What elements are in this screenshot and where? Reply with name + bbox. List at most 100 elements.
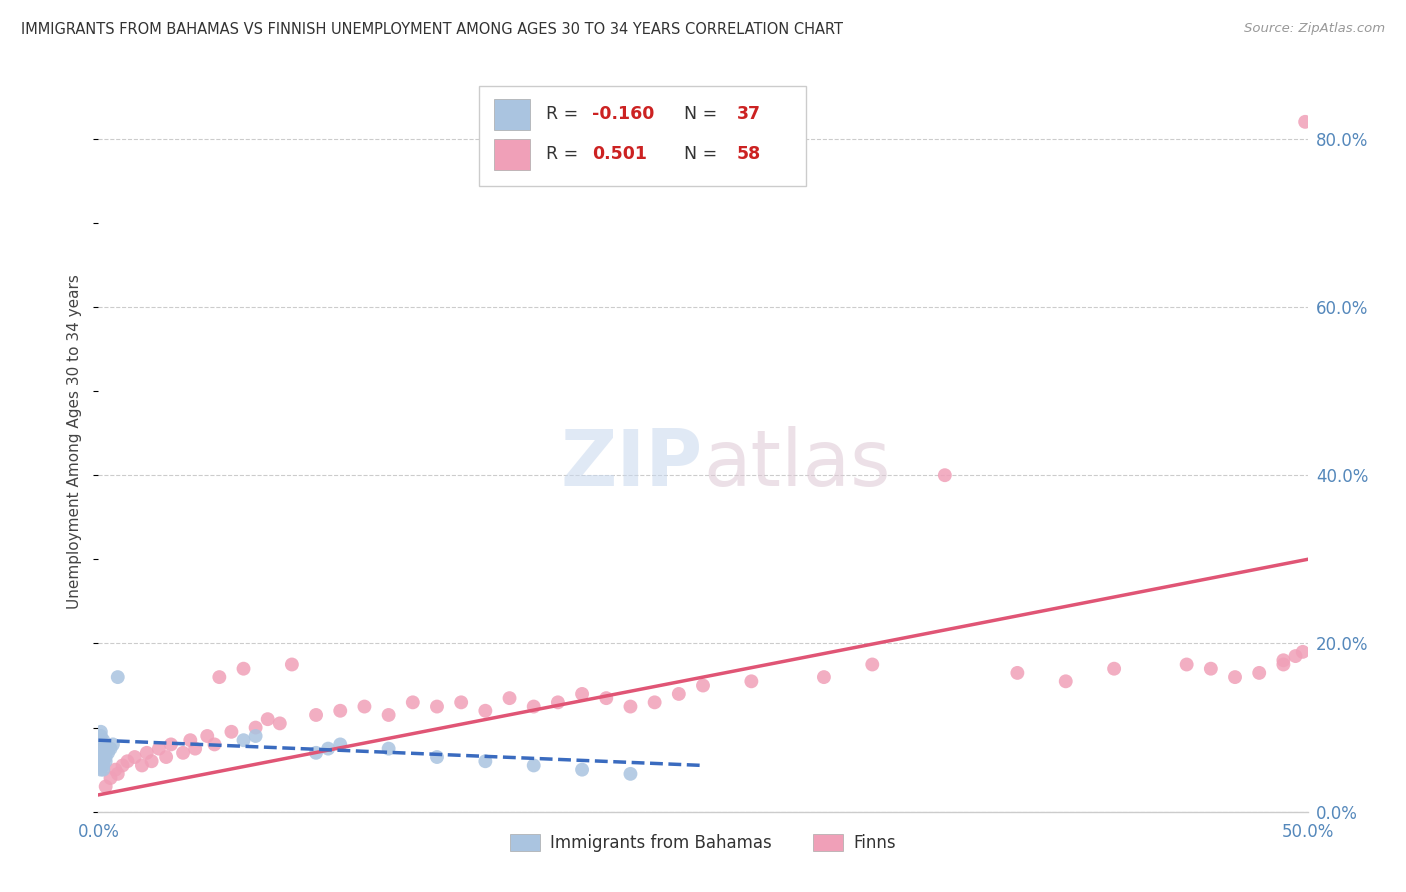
Text: N =: N = xyxy=(672,105,723,123)
Point xyxy=(269,716,291,731)
Point xyxy=(668,687,690,701)
Y-axis label: Unemployment Among Ages 30 to 34 years: Unemployment Among Ages 30 to 34 years xyxy=(67,274,83,609)
Point xyxy=(740,674,762,689)
Point xyxy=(595,691,617,706)
Point xyxy=(860,657,883,672)
Point xyxy=(90,746,112,760)
Point xyxy=(523,699,546,714)
Point xyxy=(90,729,112,743)
Point xyxy=(117,754,139,768)
Point xyxy=(1175,657,1198,672)
Point xyxy=(245,729,267,743)
Point xyxy=(1272,657,1295,672)
Point xyxy=(91,733,114,747)
Point xyxy=(619,767,641,781)
FancyBboxPatch shape xyxy=(479,87,806,186)
Point xyxy=(329,738,352,752)
Text: -0.160: -0.160 xyxy=(592,105,654,123)
Point xyxy=(245,721,267,735)
Point xyxy=(97,746,120,760)
Point xyxy=(91,738,114,752)
Point xyxy=(1102,662,1125,676)
Legend: Immigrants from Bahamas, Finns: Immigrants from Bahamas, Finns xyxy=(503,828,903,859)
Point xyxy=(104,763,127,777)
Point xyxy=(160,738,183,752)
Point xyxy=(571,763,593,777)
Point xyxy=(90,750,112,764)
Text: atlas: atlas xyxy=(703,425,890,502)
Point xyxy=(450,695,472,709)
Point xyxy=(90,738,112,752)
Point xyxy=(94,746,117,760)
Point xyxy=(131,758,153,772)
Text: 37: 37 xyxy=(737,105,761,123)
Text: 0.501: 0.501 xyxy=(592,145,647,163)
Point xyxy=(813,670,835,684)
Point xyxy=(474,754,496,768)
Point xyxy=(232,733,254,747)
Point xyxy=(232,662,254,676)
Point xyxy=(353,699,375,714)
Point xyxy=(179,733,201,747)
Point xyxy=(135,746,157,760)
Point xyxy=(90,763,112,777)
Point xyxy=(94,780,117,794)
Text: R =: R = xyxy=(546,145,589,163)
Point xyxy=(523,758,546,772)
Point xyxy=(90,733,112,747)
Point xyxy=(305,746,328,760)
Point xyxy=(305,708,328,723)
Point xyxy=(1054,674,1077,689)
Point xyxy=(91,763,114,777)
Point xyxy=(90,724,112,739)
Point xyxy=(377,708,399,723)
Point xyxy=(91,754,114,768)
Point xyxy=(90,754,112,768)
Text: Source: ZipAtlas.com: Source: ZipAtlas.com xyxy=(1244,22,1385,36)
Point xyxy=(426,750,449,764)
Point xyxy=(547,695,569,709)
Point xyxy=(1249,665,1271,680)
Point xyxy=(208,670,231,684)
Point xyxy=(1294,115,1316,129)
Point xyxy=(94,754,117,768)
Point xyxy=(619,699,641,714)
Point xyxy=(1292,645,1315,659)
Point xyxy=(94,750,117,764)
FancyBboxPatch shape xyxy=(494,139,530,169)
FancyBboxPatch shape xyxy=(494,99,530,130)
Point xyxy=(184,741,207,756)
Point xyxy=(107,767,129,781)
Point xyxy=(107,670,129,684)
Point xyxy=(94,741,117,756)
Point xyxy=(204,738,226,752)
Text: 58: 58 xyxy=(737,145,761,163)
Point xyxy=(141,754,163,768)
Point xyxy=(101,738,124,752)
Point xyxy=(1223,670,1246,684)
Point xyxy=(402,695,425,709)
Point xyxy=(90,758,112,772)
Text: ZIP: ZIP xyxy=(561,425,703,502)
Point xyxy=(498,691,520,706)
Point xyxy=(329,704,352,718)
Point xyxy=(692,679,714,693)
Point xyxy=(172,746,194,760)
Point xyxy=(91,746,114,760)
Text: IMMIGRANTS FROM BAHAMAS VS FINNISH UNEMPLOYMENT AMONG AGES 30 TO 34 YEARS CORREL: IMMIGRANTS FROM BAHAMAS VS FINNISH UNEMP… xyxy=(21,22,844,37)
Point xyxy=(1007,665,1029,680)
Point xyxy=(124,750,146,764)
Text: N =: N = xyxy=(672,145,723,163)
Point xyxy=(377,741,399,756)
Point xyxy=(1199,662,1222,676)
Point xyxy=(91,758,114,772)
Point xyxy=(221,724,243,739)
Point xyxy=(1284,649,1306,664)
Point xyxy=(474,704,496,718)
Point xyxy=(281,657,304,672)
Point xyxy=(256,712,278,726)
Point xyxy=(316,741,339,756)
Point xyxy=(644,695,666,709)
Point xyxy=(100,771,122,785)
Point xyxy=(90,741,112,756)
